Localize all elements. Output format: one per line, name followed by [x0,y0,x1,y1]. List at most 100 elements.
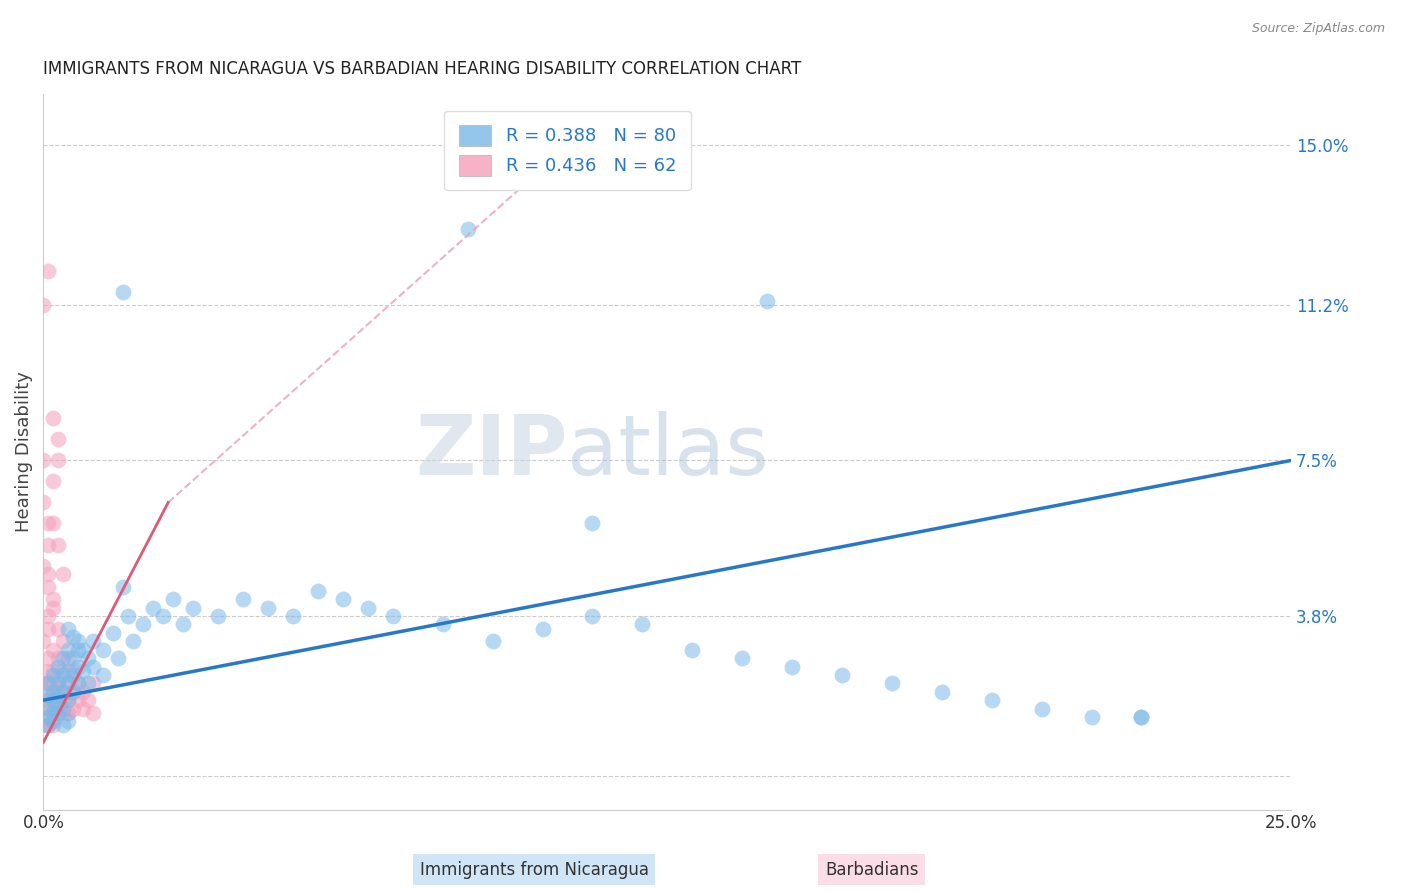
Point [831,668,853,682]
Point [32,298,55,312]
Point [780,659,803,673]
Point [48,676,70,690]
Point [731,651,754,665]
Point [52,634,75,648]
Point [37,676,59,690]
Point [432,617,454,632]
Point [67,642,90,657]
Point [58,676,80,690]
Point [48,659,70,673]
Point [42,411,65,425]
Point [82,706,104,720]
Point [37,718,59,732]
Point [581,609,603,624]
Point [48,537,70,551]
Point [82,676,104,690]
Point [32,676,55,690]
Text: ZIP: ZIP [415,411,568,492]
Point [52,685,75,699]
Point [457,222,479,236]
Legend: R = 0.388   N = 80, R = 0.436   N = 62: R = 0.388 N = 80, R = 0.436 N = 62 [444,111,690,190]
Point [48,685,70,699]
Point [307,583,329,598]
Point [62,630,84,644]
Point [62,664,84,678]
Point [77,651,100,665]
Point [37,609,59,624]
Point [122,634,145,648]
Point [48,706,70,720]
Point [357,600,380,615]
Y-axis label: Hearing Disability: Hearing Disability [15,372,32,533]
Point [181,600,204,615]
Point [37,622,59,636]
Point [232,592,254,607]
Point [48,651,70,665]
Point [162,592,184,607]
Point [117,609,139,624]
Point [52,718,75,732]
Point [931,685,953,699]
Point [37,580,59,594]
Point [37,651,59,665]
Point [42,706,65,720]
Text: Source: ZipAtlas.com: Source: ZipAtlas.com [1251,22,1385,36]
Point [48,453,70,467]
Point [32,718,55,732]
Point [48,698,70,712]
Point [172,617,194,632]
Point [42,714,65,729]
Point [58,706,80,720]
Point [42,676,65,690]
Point [42,516,65,531]
Point [77,693,100,707]
Point [103,625,125,640]
Point [32,558,55,573]
Point [37,693,59,707]
Text: Immigrants from Nicaragua: Immigrants from Nicaragua [420,861,648,879]
Point [32,453,55,467]
Point [48,433,70,447]
Point [37,664,59,678]
Point [481,634,503,648]
Point [62,685,84,699]
Point [58,714,80,729]
Point [52,668,75,682]
Point [281,609,304,624]
Point [880,676,903,690]
Point [631,617,654,632]
Point [67,693,90,707]
Point [52,693,75,707]
Point [257,600,280,615]
Point [1031,701,1053,715]
Point [681,642,703,657]
Point [67,676,90,690]
Point [37,264,59,278]
Point [1080,710,1102,724]
Text: IMMIGRANTS FROM NICARAGUA VS BARBADIAN HEARING DISABILITY CORRELATION CHART: IMMIGRANTS FROM NICARAGUA VS BARBADIAN H… [44,60,801,78]
Point [52,664,75,678]
Point [62,685,84,699]
Point [42,685,65,699]
Point [332,592,354,607]
Point [42,718,65,732]
Point [37,710,59,724]
Point [72,664,94,678]
Point [67,659,90,673]
Point [62,651,84,665]
Point [37,516,59,531]
Point [107,651,129,665]
Point [58,693,80,707]
Point [62,668,84,682]
Point [48,706,70,720]
Point [37,706,59,720]
Point [142,600,165,615]
Point [67,634,90,648]
Point [37,718,59,732]
Point [58,676,80,690]
Point [37,701,59,715]
Point [32,495,55,509]
Point [52,651,75,665]
Text: atlas: atlas [568,411,769,492]
Point [58,693,80,707]
